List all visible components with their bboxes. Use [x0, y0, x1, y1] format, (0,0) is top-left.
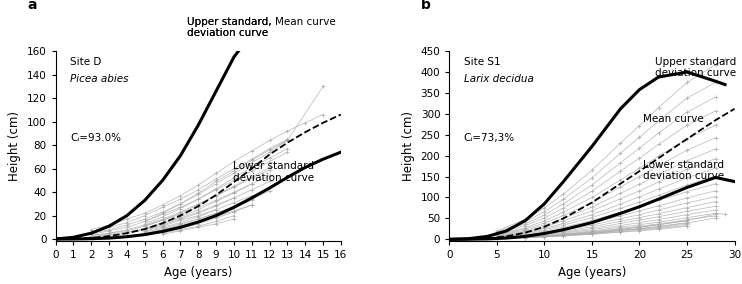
Text: a: a [27, 0, 36, 12]
X-axis label: Age (years): Age (years) [164, 266, 232, 279]
Text: b: b [421, 0, 430, 12]
Text: Picea abies: Picea abies [70, 74, 128, 84]
Text: Lower standard
deviation curve: Lower standard deviation curve [232, 162, 314, 183]
Text: Site S1: Site S1 [464, 57, 500, 67]
Text: Lower standard
deviation curve: Lower standard deviation curve [643, 160, 724, 181]
Text: Upper standard
deviation curve: Upper standard deviation curve [654, 57, 736, 78]
Y-axis label: Height (cm): Height (cm) [402, 111, 415, 181]
Text: Upper standard,
deviation curve: Upper standard, deviation curve [187, 17, 272, 38]
Text: Cᵢ=93.0%: Cᵢ=93.0% [70, 133, 121, 143]
Text: Mean curve: Mean curve [643, 114, 704, 124]
X-axis label: Age (years): Age (years) [558, 266, 626, 279]
Text: Site D: Site D [70, 57, 102, 67]
Text: Mean curve: Mean curve [275, 17, 336, 27]
Text: Upper standard,
deviation curve: Upper standard, deviation curve [187, 17, 272, 38]
Text: Larix decidua: Larix decidua [464, 74, 533, 84]
Y-axis label: Height (cm): Height (cm) [8, 111, 22, 181]
Text: Cᵢ=73,3%: Cᵢ=73,3% [464, 133, 515, 143]
